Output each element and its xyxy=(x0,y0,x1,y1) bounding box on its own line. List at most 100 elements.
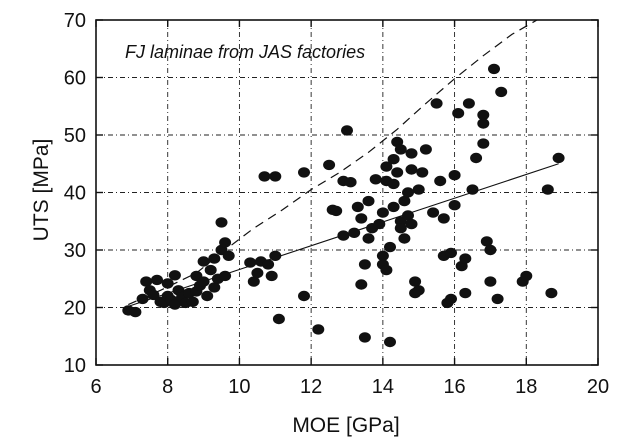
data-point xyxy=(387,178,400,190)
x-tick-label: 6 xyxy=(90,376,101,398)
data-point xyxy=(136,293,149,305)
data-point xyxy=(369,174,382,185)
data-point xyxy=(437,213,450,224)
x-axis-title: MOE [GPa] xyxy=(292,414,399,437)
x-tick-label: 14 xyxy=(372,376,394,398)
data-point xyxy=(448,200,461,211)
data-point xyxy=(405,164,418,175)
data-point xyxy=(545,287,558,299)
data-point xyxy=(419,144,432,155)
data-point xyxy=(358,259,371,270)
data-point xyxy=(362,233,375,244)
data-point xyxy=(351,201,364,213)
data-point xyxy=(405,218,418,230)
data-point xyxy=(140,276,153,287)
data-point xyxy=(427,207,440,218)
x-tick-label: 8 xyxy=(162,376,173,398)
data-point xyxy=(466,184,479,195)
x-tick-label: 12 xyxy=(300,376,322,398)
data-point xyxy=(197,276,210,287)
y-tick-label: 10 xyxy=(64,355,86,377)
data-point xyxy=(387,201,400,213)
data-point xyxy=(376,250,389,261)
data-point xyxy=(405,148,418,159)
tick-labels: 6 8 10 12 14 16 18 20 10 20 30 40 50 60 70 xyxy=(64,10,609,398)
data-point xyxy=(552,152,565,164)
data-point xyxy=(161,278,174,289)
data-point xyxy=(480,236,493,247)
data-point xyxy=(251,267,264,279)
data-point xyxy=(391,167,404,178)
data-point xyxy=(477,138,490,149)
upper-bound-curve xyxy=(128,19,538,306)
y-tick-label: 20 xyxy=(64,298,86,320)
data-point xyxy=(208,282,221,293)
data-point xyxy=(197,256,210,267)
data-point xyxy=(219,237,232,248)
data-point xyxy=(484,244,497,256)
data-point xyxy=(312,324,325,335)
y-tick-label: 60 xyxy=(64,68,86,90)
y-tick-label: 30 xyxy=(64,240,86,262)
data-point xyxy=(151,274,163,286)
data-point xyxy=(147,289,160,301)
data-point xyxy=(337,230,350,241)
data-point xyxy=(215,217,228,228)
data-point xyxy=(341,125,353,136)
data-point xyxy=(358,332,371,343)
data-point xyxy=(265,270,278,282)
data-point xyxy=(384,336,396,348)
data-point xyxy=(409,276,422,287)
data-point xyxy=(219,270,232,282)
data-point xyxy=(484,276,497,287)
data-point xyxy=(362,195,375,207)
data-point xyxy=(348,227,361,238)
axis-ticks xyxy=(95,19,599,366)
data-point xyxy=(445,247,457,259)
y-tick-label: 40 xyxy=(64,183,86,205)
data-point xyxy=(384,241,396,253)
data-point xyxy=(495,86,508,98)
data-point xyxy=(355,213,368,224)
y-tick-label: 50 xyxy=(64,125,86,147)
data-point xyxy=(380,161,393,172)
data-point xyxy=(459,287,472,299)
data-point xyxy=(330,205,343,217)
x-tick-label: 10 xyxy=(228,376,250,398)
data-point xyxy=(168,299,181,310)
grid-lines xyxy=(96,20,598,365)
data-point xyxy=(398,233,411,244)
data-point xyxy=(541,184,554,195)
x-tick-label: 18 xyxy=(515,376,537,398)
data-point xyxy=(452,108,465,119)
data-point xyxy=(129,306,142,318)
data-point xyxy=(247,276,260,287)
data-point xyxy=(208,253,221,264)
data-point xyxy=(402,187,414,198)
data-point xyxy=(387,154,400,165)
data-point xyxy=(459,253,472,264)
data-point xyxy=(323,159,336,171)
data-point xyxy=(262,259,275,270)
data-point xyxy=(430,98,443,109)
data-point xyxy=(204,264,217,276)
y-axis-title: UTS [MPa] xyxy=(30,139,53,242)
chart-annotation: FJ laminae from JAS factories xyxy=(125,42,365,62)
data-point xyxy=(412,285,425,296)
data-point xyxy=(244,257,257,268)
data-point xyxy=(448,170,461,181)
x-tick-label: 16 xyxy=(443,376,465,398)
data-point xyxy=(434,175,447,187)
data-point xyxy=(445,293,457,305)
data-point xyxy=(394,144,407,155)
data-point xyxy=(186,296,199,307)
data-point xyxy=(222,250,235,261)
data-point xyxy=(269,250,282,261)
data-point xyxy=(470,152,483,164)
data-points xyxy=(122,63,565,348)
y-tick-label: 70 xyxy=(64,10,86,32)
data-point xyxy=(477,118,490,129)
data-point xyxy=(376,207,389,218)
data-point xyxy=(168,270,181,281)
data-point xyxy=(477,109,490,121)
